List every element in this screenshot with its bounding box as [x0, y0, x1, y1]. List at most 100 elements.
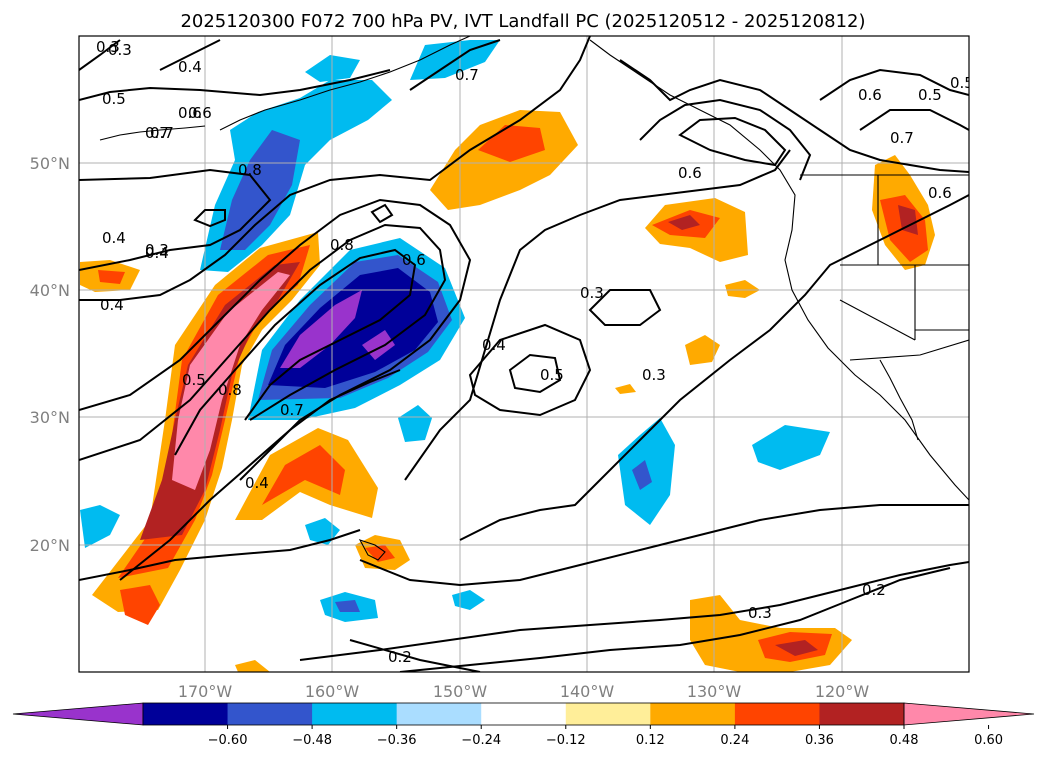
- west-blue-blob: [80, 505, 120, 548]
- colorbar-extend-max: [903, 702, 1035, 726]
- contour-line: [79, 39, 121, 71]
- orange-blob-mid: [685, 335, 720, 365]
- contour-line: [370, 203, 394, 224]
- contour-line: [459, 194, 969, 541]
- contour-label: 0.4: [145, 244, 169, 262]
- contour-label: 0.3: [108, 41, 132, 59]
- colorbar-segment: [143, 703, 229, 725]
- colorbar: −0.60 −0.48 −0.36 −0.24 −0.12 0.12 0.24 0.36 0.4…: [12, 702, 1035, 748]
- south-blue-blob-1-core: [632, 460, 652, 490]
- colorbar-tick-label: 0.48: [890, 733, 919, 748]
- contour-label: 0.3: [145, 241, 169, 259]
- red-blob-north: [478, 125, 545, 162]
- southeast-darkred-band: [775, 640, 818, 656]
- contour-line: [404, 149, 791, 481]
- contour-line: [678, 116, 787, 167]
- contour-label: 0.8: [238, 161, 262, 179]
- contour-line: [79, 223, 447, 461]
- contour-label: 0.6: [402, 251, 426, 269]
- state-border-4: [839, 299, 916, 341]
- contour-label: 0.2: [388, 648, 412, 666]
- contour-label: 0.7: [455, 66, 479, 84]
- lon-label: 170°W: [178, 682, 233, 701]
- contour-line: [508, 353, 562, 394]
- contour-label: 0.2: [862, 581, 886, 599]
- contour-line: [159, 39, 221, 71]
- contour-label: 0.5: [182, 371, 206, 389]
- orange-blob-small-1: [725, 280, 760, 298]
- contour-label: 0.6: [928, 184, 952, 202]
- red-blob-south: [262, 445, 345, 505]
- contour-label: 0.7: [145, 124, 169, 142]
- contour-line: [193, 209, 226, 228]
- south-blue-blob-2: [752, 425, 830, 470]
- colorbar-tick-label: −0.60: [208, 733, 248, 748]
- contour-label: 0.8: [330, 236, 354, 254]
- lat-label: 40°N: [30, 281, 70, 300]
- contour-label: 0.5: [950, 74, 974, 92]
- positive-band-pink: [172, 272, 290, 490]
- contour-line: [819, 68, 969, 101]
- contour-label: 0.5: [540, 366, 564, 384]
- orange-blob-hawaii-core: [365, 545, 395, 562]
- lat-label: 30°N: [30, 408, 70, 427]
- gridlines: [79, 36, 969, 672]
- contour-label: 0.4: [482, 336, 506, 354]
- lon-label: 130°W: [687, 682, 742, 701]
- orange-blob-bottom: [235, 660, 270, 672]
- mexico-border: [849, 339, 969, 361]
- alaska-coast: [219, 36, 471, 131]
- contour-line: [359, 504, 969, 587]
- contour-line: [859, 109, 969, 131]
- contour-label: 0.3: [580, 284, 604, 302]
- hawaii-island: [358, 539, 386, 561]
- lat-axis-labels: 50°N 40°N 30°N 20°N: [30, 154, 70, 555]
- lon-label: 160°W: [305, 682, 360, 701]
- colorbar-tick-label: −0.48: [292, 733, 332, 748]
- contour-label: 0.4: [102, 229, 126, 247]
- contour-line: [468, 323, 592, 417]
- baja-coast: [879, 359, 919, 441]
- contour-label: 0.3: [96, 38, 120, 56]
- contour-label: 0.5: [918, 86, 942, 104]
- contour-label: 0.4: [100, 296, 124, 314]
- northern-blue-band-mid: [220, 130, 300, 250]
- contour-line: [299, 561, 969, 661]
- map-panel: 0.3 0.4 0.5 0.6 0.7 0.8 0.6 0.4 0.3 0.4 …: [30, 35, 974, 701]
- blue-blob-center: [398, 405, 432, 442]
- map-frame: [78, 35, 970, 673]
- blue-blob-small-2: [305, 518, 340, 545]
- blue-blob-hawaii-core: [335, 600, 360, 612]
- lon-label: 140°W: [560, 682, 615, 701]
- colorbar-tick-label: 0.36: [805, 733, 834, 748]
- contour-label: 0.5: [102, 90, 126, 108]
- colorbar-tick-label: 0.24: [720, 733, 749, 748]
- colorbar-segment: [481, 703, 567, 725]
- contour-label: 0.6: [178, 104, 202, 122]
- lon-label: 120°W: [815, 682, 870, 701]
- colorbar-outline: [142, 702, 905, 726]
- contour-line: [639, 98, 812, 181]
- contour-line: [619, 59, 969, 173]
- contour-line: [399, 567, 951, 672]
- contour-label: 0.6: [678, 164, 702, 182]
- lat-label: 20°N: [30, 536, 70, 555]
- contour-label: 0.7: [150, 124, 174, 142]
- orange-blob-bottom-2: [120, 585, 160, 625]
- contour-line: [409, 39, 501, 91]
- darkred-blob-east: [668, 215, 700, 230]
- contour-label: 0.3: [642, 366, 666, 384]
- colorbar-tick-label: −0.24: [461, 733, 501, 748]
- colorbar-tick-label: 0.60: [974, 733, 1003, 748]
- colorbar-segment: [312, 703, 398, 725]
- lon-label: 150°W: [433, 682, 488, 701]
- colorbar-segment: [819, 703, 905, 725]
- colorbar-extend-min: [12, 702, 144, 726]
- colorbar-segment: [227, 703, 313, 725]
- lat-label: 50°N: [30, 154, 70, 173]
- orange-blob-small-2: [615, 384, 636, 394]
- contour-line: [79, 69, 391, 101]
- contour-line: [349, 639, 481, 672]
- colorbar-segment: [650, 703, 736, 725]
